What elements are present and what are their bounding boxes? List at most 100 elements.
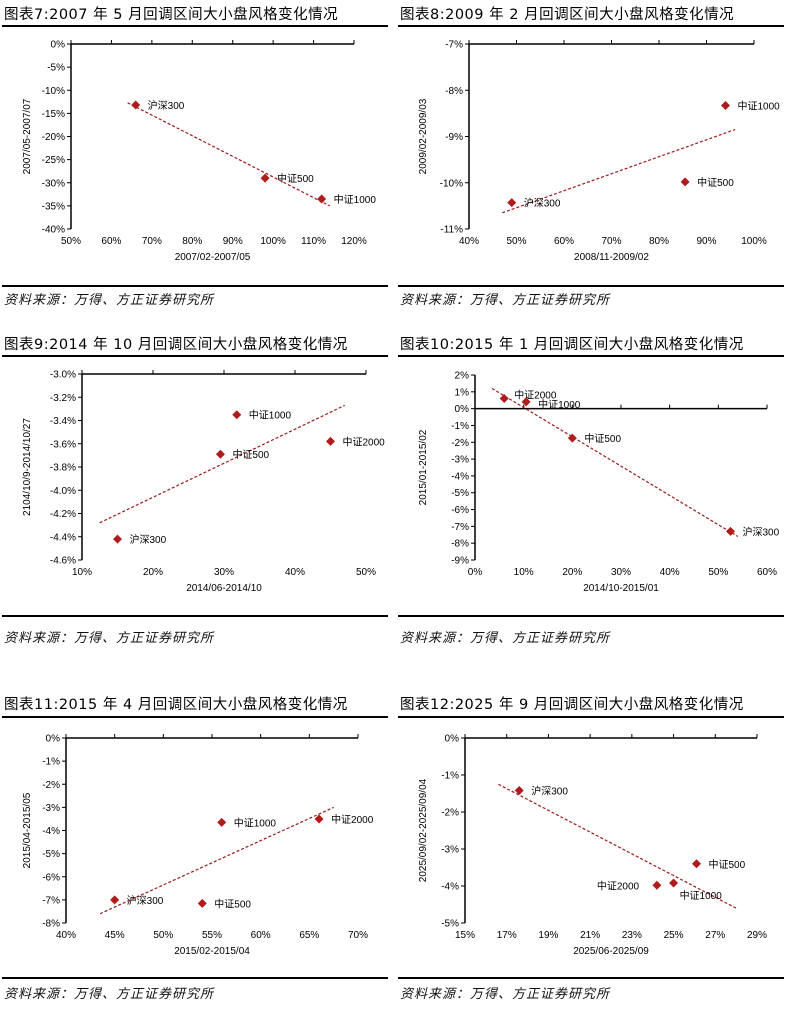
y-tick-label: 1%: [455, 387, 470, 398]
x-tick-label: 80%: [182, 236, 202, 247]
chart-panel: 图表11:2015 年 4 月回调区间大小盘风格变化情况 资料来源：万得、方正证券…: [0, 690, 390, 1010]
y-tick-label: -4.4%: [50, 532, 76, 543]
data-point: [260, 173, 270, 183]
trendline: [127, 102, 331, 207]
data-point: [521, 397, 531, 407]
y-tick-label: -4%: [451, 471, 469, 482]
x-tick-label: 10%: [72, 567, 92, 578]
chart-panel: 图表8:2009 年 2 月回调区间大小盘风格变化情况 资料来源：万得、方正证券研…: [396, 0, 786, 320]
divider: [2, 615, 388, 617]
x-tick-label: 45%: [105, 930, 125, 941]
x-tick-label: 23%: [622, 930, 642, 941]
point-label: 中证1000: [334, 193, 377, 206]
y-tick-label: 0%: [455, 404, 470, 415]
x-tick-label: 17%: [497, 930, 517, 941]
scatter-chart: 0% -1% -2% -3% -4% -5% -6% -7% -8%40% 45% 50% 55% 60…: [22, 734, 374, 958]
point-label: 中证500: [214, 897, 251, 910]
data-point: [113, 534, 122, 544]
trendline: [491, 387, 739, 537]
point-label: 中证2000: [597, 879, 640, 892]
point-label: 中证2000: [331, 813, 374, 826]
y-axis-title: 2015/04-2015/05: [22, 792, 33, 868]
divider: [398, 716, 784, 718]
trendline: [99, 806, 334, 915]
data-point: [314, 814, 324, 824]
y-tick-label: -2%: [42, 780, 60, 791]
data-point: [514, 786, 524, 796]
y-tick-label: -3.0%: [50, 370, 76, 381]
y-axis-title: 2104/10/9-2014/10/27: [22, 418, 33, 516]
data-point: [232, 410, 242, 420]
data-point: [680, 177, 690, 187]
data-point: [317, 194, 327, 204]
data-point: [217, 817, 227, 827]
y-tick-label: -4.0%: [50, 486, 76, 497]
y-tick-label: -7%: [451, 522, 469, 533]
y-tick-label: -4%: [441, 882, 459, 893]
y-axis-title: 2009/02-2009/03: [418, 98, 429, 174]
x-axis-title: 2015/02-2015/04: [174, 946, 250, 957]
x-tick-label: 80%: [649, 236, 669, 247]
y-tick-label: -4%: [42, 826, 60, 837]
x-tick-label: 0%: [468, 567, 483, 578]
x-tick-label: 70%: [142, 236, 162, 247]
divider: [398, 285, 784, 287]
y-tick-label: -35%: [42, 201, 65, 212]
x-axis-title: 2008/11-2009/02: [574, 252, 649, 263]
x-tick-label: 25%: [664, 930, 684, 941]
y-tick-label: -5%: [441, 919, 459, 930]
x-tick-label: 120%: [341, 236, 367, 247]
y-axis-title: 2025/09/02-2025/09/04: [418, 778, 429, 882]
x-tick-label: 50%: [61, 236, 81, 247]
y-tick-label: -5%: [42, 849, 60, 860]
x-tick-label: 15%: [455, 930, 475, 941]
point-label: 中证1000: [738, 100, 781, 113]
point-label: 中证2000: [514, 389, 557, 402]
y-tick-label: -3%: [42, 803, 60, 814]
point-label: 中证500: [232, 448, 269, 461]
divider: [398, 977, 784, 979]
x-tick-label: 60%: [554, 236, 574, 247]
divider: [398, 615, 784, 617]
point-label: 中证1000: [234, 816, 277, 829]
x-tick-label: 50%: [153, 930, 173, 941]
divider: [398, 355, 784, 357]
y-tick-label: -10%: [440, 178, 463, 189]
x-tick-label: 21%: [580, 930, 600, 941]
x-tick-label: 110%: [301, 236, 326, 247]
source-note: 资料来源：万得、方正证券研究所: [4, 987, 215, 1002]
y-tick-label: -1%: [42, 757, 60, 768]
y-tick-label: -10%: [42, 86, 65, 97]
chart-title: 图表7:2007 年 5 月回调区间大小盘风格变化情况: [4, 7, 339, 23]
data-point: [326, 436, 335, 446]
scatter-chart: 2%1%0%-1%-2%-3%-4%-5%-6%-7%-8%-9%0% 10% 20…: [418, 371, 780, 595]
data-point: [215, 449, 225, 459]
chart-title: 图表10:2015 年 1 月回调区间大小盘风格变化情况: [400, 337, 744, 353]
point-label: 沪深300: [524, 197, 561, 210]
data-point: [726, 526, 735, 536]
source-note: 资料来源：万得、方正证券研究所: [400, 631, 611, 646]
x-tick-label: 20%: [562, 567, 582, 578]
x-tick-label: 60%: [757, 567, 777, 578]
y-tick-label: 2%: [455, 371, 470, 382]
x-tick-label: 60%: [251, 930, 271, 941]
x-axis-title: 2014/10-2015/01: [583, 583, 659, 594]
y-tick-label: -40%: [42, 225, 65, 236]
x-tick-label: 30%: [611, 567, 631, 578]
y-tick-label: -30%: [42, 178, 65, 189]
point-label: 沪深300: [148, 99, 185, 112]
source-note: 资料来源：万得、方正证券研究所: [4, 631, 215, 646]
y-tick-label: -25%: [42, 155, 65, 166]
chart-title: 图表12:2025 年 9 月回调区间大小盘风格变化情况: [400, 697, 744, 713]
divider: [2, 285, 388, 287]
y-tick-label: -8%: [42, 919, 60, 930]
scatter-chart: 0% -1% -2% -3% -4% -5%15% 17% 19% 21% 23% 25% 27% 29…: [418, 734, 767, 958]
data-point: [507, 198, 517, 208]
x-axis-title: 2025/06-2025/09: [573, 946, 649, 957]
y-axis-title: 2015/01-2015/02: [418, 429, 429, 505]
x-axis-title: 2007/02-2007/05: [175, 252, 251, 263]
chart-title: 图表8:2009 年 2 月回调区间大小盘风格变化情况: [400, 7, 735, 23]
x-tick-label: 50%: [356, 567, 376, 578]
scatter-chart: -3.0% -3.2% -3.4% -3.6% -3.8% -4.0% -4.2% -4.4%…: [22, 370, 385, 595]
x-tick-label: 70%: [601, 236, 621, 247]
